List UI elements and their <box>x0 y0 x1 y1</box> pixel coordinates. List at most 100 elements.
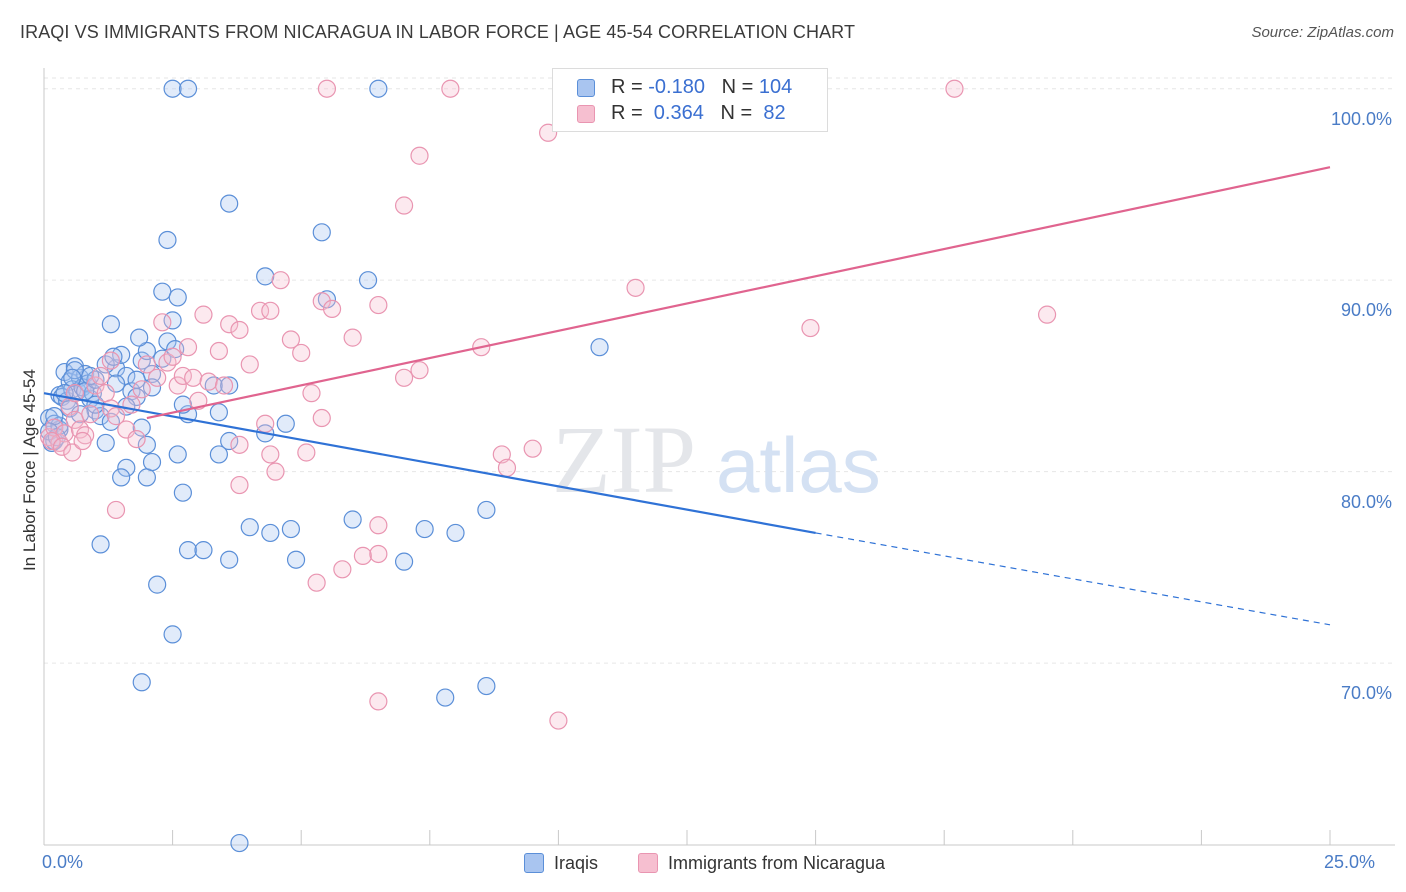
point-nicaragua <box>63 443 82 462</box>
y-tick-label: 80.0% <box>1340 491 1392 512</box>
point-nicaragua <box>307 573 326 592</box>
watermark-atlas: atlas <box>716 421 881 509</box>
point-iraqis <box>127 370 146 389</box>
y-axis-label: In Labor Force | Age 45-54 <box>20 369 39 571</box>
point-nicaragua <box>317 79 337 98</box>
point-nicaragua <box>492 445 511 464</box>
point-iraqis <box>477 500 496 520</box>
r-label: R = <box>611 102 649 124</box>
point-nicaragua <box>106 500 126 520</box>
point-iraqis <box>63 368 82 387</box>
point-nicaragua <box>302 384 321 403</box>
point-iraqis <box>132 673 151 692</box>
n-value-nicaragua: 82 <box>757 102 786 124</box>
point-iraqis <box>158 230 177 250</box>
point-iraqis <box>101 412 120 431</box>
point-nicaragua <box>322 299 342 319</box>
point-iraqis <box>343 510 362 529</box>
legend-swatch-iraqis <box>524 853 544 873</box>
point-iraqis <box>137 341 156 361</box>
point-nicaragua <box>369 516 388 535</box>
point-nicaragua <box>214 376 234 395</box>
point-iraqis <box>194 541 213 560</box>
point-iraqis <box>70 405 90 424</box>
point-nicaragua <box>70 420 90 439</box>
point-nicaragua <box>333 560 352 579</box>
y-tick-label: 90.0% <box>1340 300 1392 321</box>
point-iraqis <box>369 79 388 98</box>
point-iraqis <box>130 328 149 347</box>
point-iraqis <box>394 552 414 571</box>
legend-label-nicaragua: Immigrants from Nicaragua <box>668 853 886 873</box>
point-nicaragua <box>626 278 645 297</box>
point-nicaragua <box>369 544 388 564</box>
point-iraqis <box>220 431 239 451</box>
point-iraqis <box>312 223 331 242</box>
point-iraqis <box>163 79 182 98</box>
point-iraqis <box>590 338 609 357</box>
point-iraqis <box>358 271 378 290</box>
point-iraqis <box>209 445 228 464</box>
y-tick-label: 70.0% <box>1340 683 1392 704</box>
point-iraqis <box>137 435 156 454</box>
legend-swatch-nicaragua <box>638 853 658 873</box>
x-tick-label-max: 25.0% <box>1324 852 1376 872</box>
point-nicaragua <box>52 437 72 456</box>
trend-line-iraqis-extension <box>815 532 1331 626</box>
point-nicaragua <box>1037 305 1057 324</box>
point-iraqis <box>209 403 228 422</box>
point-iraqis <box>81 366 100 386</box>
point-nicaragua <box>945 79 964 98</box>
point-nicaragua <box>497 458 517 477</box>
point-nicaragua <box>369 295 388 315</box>
point-nicaragua <box>209 341 228 361</box>
point-iraqis <box>436 688 455 707</box>
r-value-iraqis: -0.180 <box>648 76 705 98</box>
point-iraqis <box>178 79 198 98</box>
point-nicaragua <box>261 301 280 320</box>
point-nicaragua <box>101 351 120 370</box>
point-nicaragua <box>410 361 429 380</box>
point-nicaragua <box>230 475 249 495</box>
point-nicaragua <box>369 692 388 711</box>
point-nicaragua <box>441 79 460 98</box>
point-nicaragua <box>523 439 542 458</box>
point-nicaragua <box>189 391 208 410</box>
point-nicaragua <box>549 711 568 730</box>
point-iraqis <box>276 414 295 433</box>
point-iraqis <box>148 575 167 594</box>
point-nicaragua <box>158 353 177 372</box>
point-iraqis <box>286 550 306 569</box>
point-nicaragua <box>343 328 362 347</box>
point-iraqis <box>132 418 151 437</box>
iraqis-points <box>40 79 609 853</box>
chart-title: IRAQI VS IMMIGRANTS FROM NICARAGUA IN LA… <box>20 22 856 42</box>
n-value-iraqis: 104 <box>758 76 793 98</box>
r-value-nicaragua: 0.364 <box>648 102 704 124</box>
point-iraqis <box>446 523 465 543</box>
point-iraqis <box>137 468 156 487</box>
point-nicaragua <box>42 431 61 451</box>
series-legend: Iraqis Immigrants from Nicaragua <box>0 852 1406 876</box>
point-iraqis <box>256 267 275 286</box>
point-nicaragua <box>256 414 275 433</box>
watermark-zip: ZIP <box>552 406 696 513</box>
n-label: N = <box>720 102 758 124</box>
point-iraqis <box>230 833 249 853</box>
point-nicaragua <box>230 435 249 454</box>
trend-lines <box>43 166 1331 626</box>
source-label: Source: ZipAtlas.com <box>1251 24 1394 41</box>
r-label: R = <box>611 76 649 98</box>
point-iraqis <box>96 433 115 453</box>
point-iraqis <box>117 458 136 477</box>
point-nicaragua <box>240 355 259 374</box>
point-iraqis <box>168 445 187 464</box>
point-iraqis <box>178 541 198 560</box>
point-iraqis <box>220 550 239 569</box>
trend-line-nicaragua <box>146 166 1331 420</box>
point-nicaragua <box>297 443 316 462</box>
point-nicaragua <box>86 376 105 395</box>
point-nicaragua <box>394 196 414 215</box>
trend-line-iraqis <box>43 392 816 534</box>
